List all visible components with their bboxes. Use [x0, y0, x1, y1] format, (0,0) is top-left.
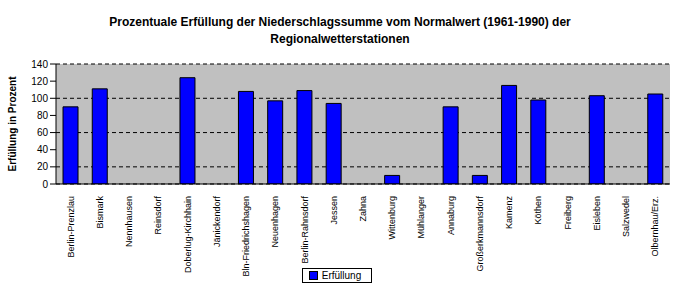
svg-text:Wittenburg: Wittenburg [387, 196, 397, 240]
svg-text:20: 20 [37, 161, 49, 172]
svg-text:Neuenhagen: Neuenhagen [270, 196, 280, 248]
svg-text:Olbernhau/Erz.: Olbernhau/Erz. [650, 196, 660, 257]
svg-text:Mühlanger: Mühlanger [416, 196, 426, 239]
svg-text:Bln-Friedrichshagen: Bln-Friedrichshagen [241, 196, 251, 277]
svg-text:100: 100 [31, 93, 48, 104]
svg-text:Berlin-Rahnsdorf: Berlin-Rahnsdorf [300, 196, 310, 264]
svg-text:120: 120 [31, 76, 48, 87]
svg-text:Annaburg: Annaburg [446, 196, 456, 235]
html-text:Prozentuale Erfüllung der Nied: Prozentuale Erfüllung der Niederschlagss… [109, 15, 571, 46]
svg-text:Doberlug-Kirchhain: Doberlug-Kirchhain [183, 196, 193, 273]
svg-text:Großerkmannsdorf: Großerkmannsdorf [475, 196, 485, 272]
svg-text:Erfüllung in Prozent: Erfüllung in Prozent [8, 76, 18, 172]
svg-text:Freiberg: Freiberg [563, 196, 573, 230]
svg-text:60: 60 [37, 127, 49, 138]
svg-text:Bismark: Bismark [95, 196, 105, 229]
svg-text:Jessen: Jessen [329, 196, 339, 225]
svg-text:80: 80 [37, 110, 49, 121]
svg-text:0: 0 [42, 179, 48, 190]
svg-text:Nennhausen: Nennhausen [124, 196, 134, 247]
svg-text:Kamenz: Kamenz [504, 196, 514, 230]
svg-text:40: 40 [37, 144, 49, 155]
svg-text:Salzwedel: Salzwedel [621, 196, 631, 237]
svg-text:140: 140 [31, 59, 48, 70]
svg-text:Zahna: Zahna [358, 196, 368, 222]
svg-text:Reinsdorf: Reinsdorf [153, 196, 163, 235]
svg-text:Berlin-Prenzlau: Berlin-Prenzlau [66, 196, 76, 258]
html-text:Erfüllung: Erfüllung [321, 270, 362, 281]
svg-text:Jänickendorf: Jänickendorf [212, 196, 222, 248]
svg-text:Eisleben: Eisleben [592, 196, 602, 231]
svg-text:Köthen: Köthen [533, 196, 543, 225]
